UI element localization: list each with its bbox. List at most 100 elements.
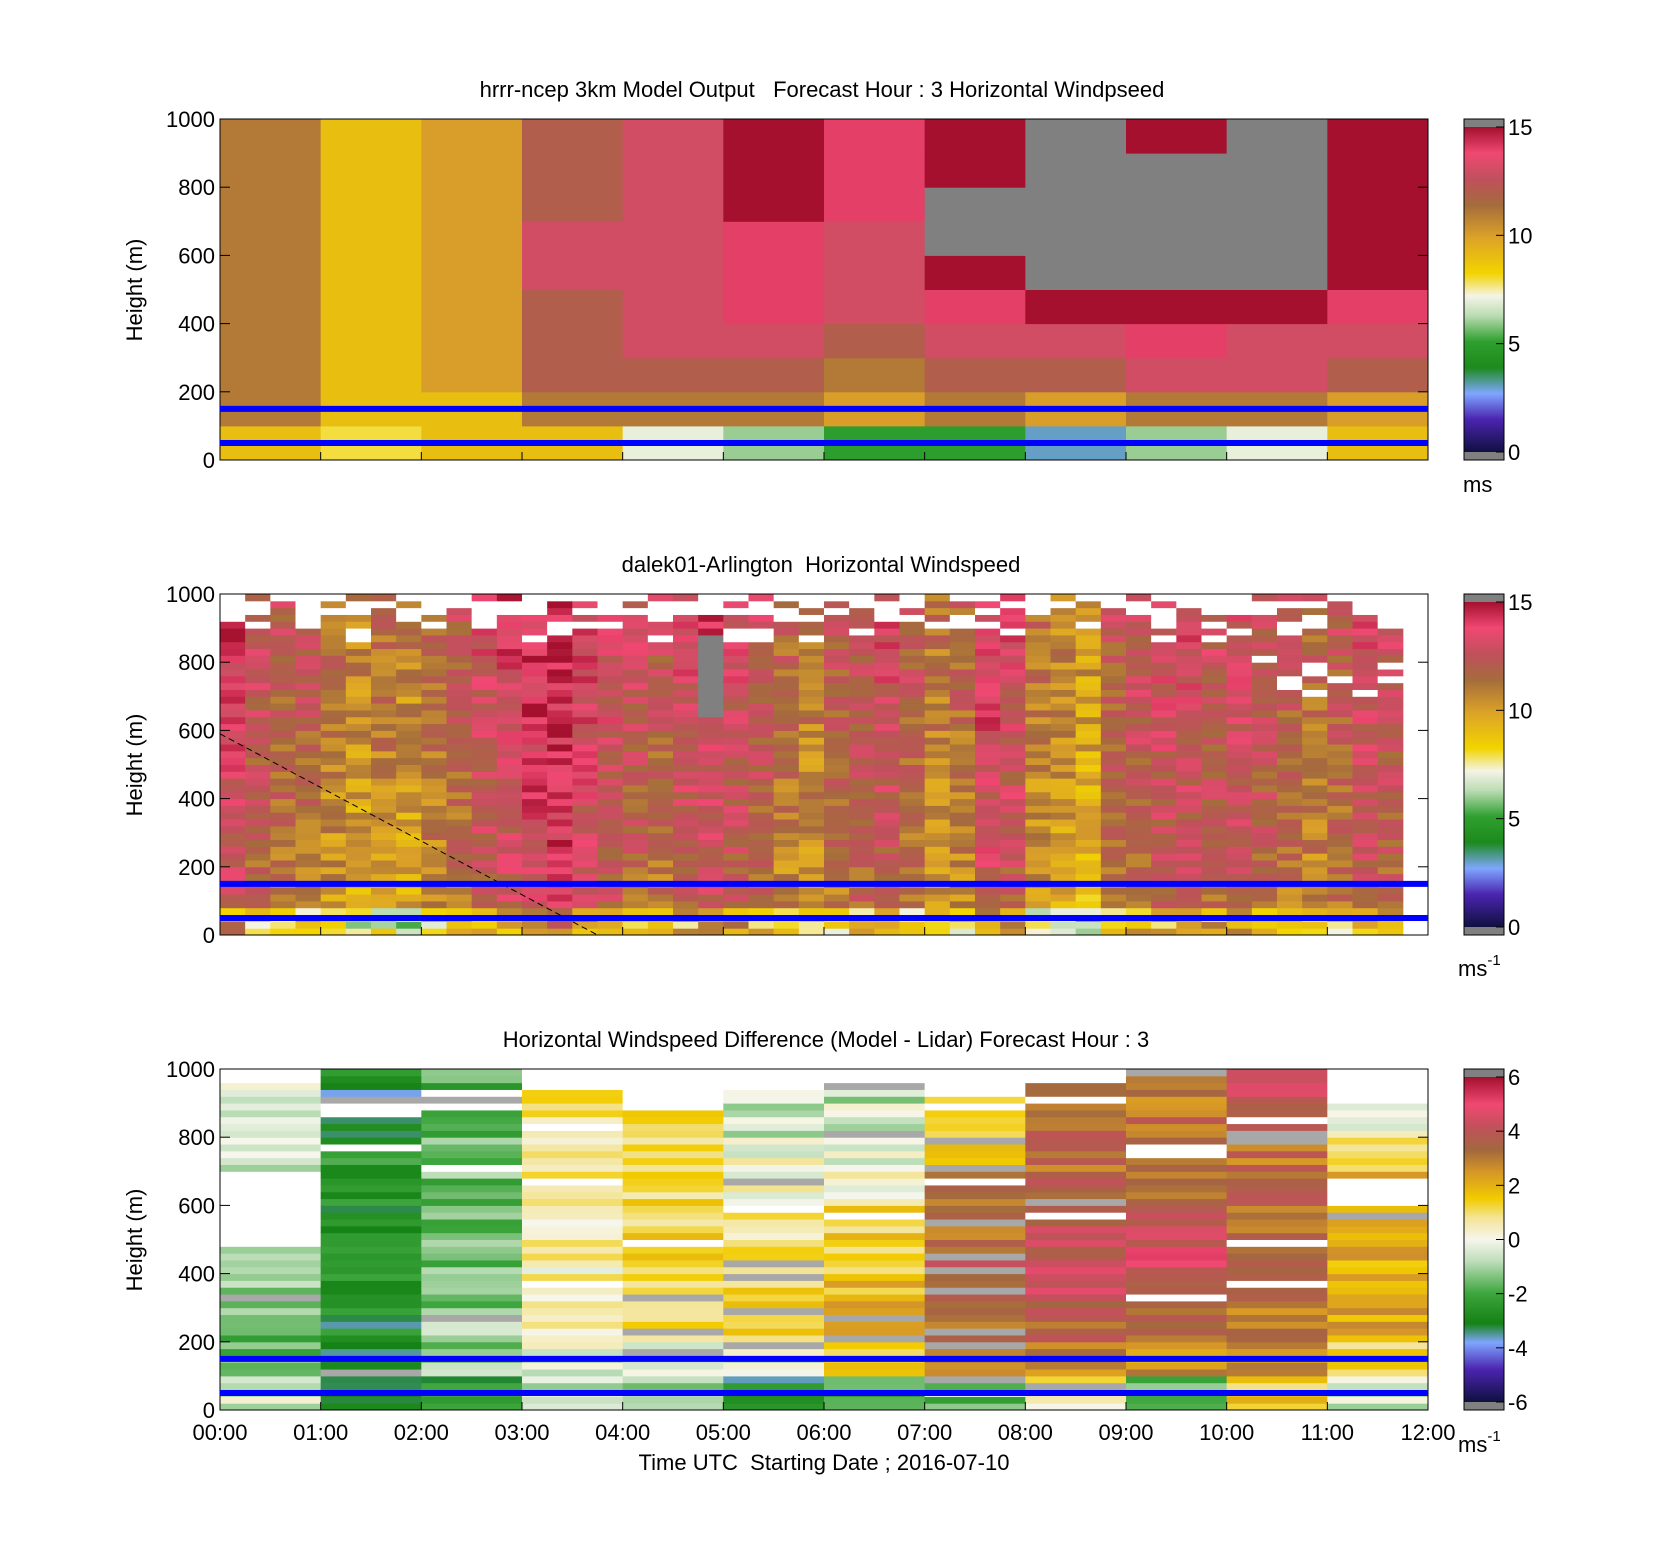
- lidar-gate: [673, 853, 699, 861]
- lidar-gate: [345, 866, 372, 875]
- difference-cell: [1226, 1239, 1328, 1247]
- lidar-gate: [1377, 750, 1404, 759]
- lidar-gate: [1201, 887, 1228, 895]
- y-tick-label: 0: [203, 448, 215, 473]
- lidar-gate: [1075, 655, 1102, 663]
- lidar-gate: [572, 921, 598, 929]
- lidar-gate: [295, 784, 322, 793]
- lidar-gate: [421, 621, 447, 629]
- difference-cell: [320, 1396, 422, 1404]
- lidar-gate: [975, 621, 1001, 629]
- lidar-gate: [1126, 607, 1152, 615]
- difference-cell: [522, 1116, 624, 1125]
- lidar-gate: [1100, 600, 1127, 609]
- lidar-gate: [320, 928, 347, 936]
- lidar-gate: [1201, 784, 1228, 793]
- lidar-gate: [698, 709, 724, 718]
- lidar-gate: [798, 757, 825, 765]
- difference-cell: [723, 1287, 825, 1295]
- lidar-gate: [949, 600, 976, 609]
- lidar-gate: [748, 662, 775, 670]
- lidar-gate: [622, 853, 649, 861]
- lidar-gate: [1226, 655, 1253, 663]
- lidar-gate: [849, 839, 875, 847]
- difference-cell: [1226, 1328, 1328, 1336]
- lidar-gate: [1075, 675, 1102, 684]
- lidar-gate: [295, 662, 322, 670]
- lidar-gate: [572, 669, 598, 677]
- lidar-gate: [1151, 730, 1177, 738]
- difference-cell: [220, 1362, 322, 1370]
- lidar-gate: [220, 887, 246, 895]
- lidar-gate: [924, 791, 951, 800]
- difference-cell: [522, 1403, 624, 1411]
- lidar-gate: [748, 744, 775, 752]
- lidar-gate: [723, 798, 749, 806]
- lidar-gate: [899, 716, 926, 725]
- lidar-gate: [320, 641, 347, 650]
- difference-cell: [924, 1266, 1026, 1275]
- lidar-gate: [1327, 757, 1353, 765]
- colorbar-tick-label: 15: [1508, 115, 1532, 140]
- difference-cell: [723, 1375, 825, 1384]
- lidar-gate: [270, 703, 296, 711]
- difference-cell: [320, 1294, 422, 1302]
- difference-cell: [220, 1069, 322, 1077]
- lidar-gate: [471, 784, 498, 793]
- lidar-gate: [1100, 859, 1127, 868]
- difference-cell: [421, 1212, 523, 1220]
- lidar-gate: [1000, 873, 1026, 881]
- lidar-gate: [622, 887, 649, 895]
- lidar-gate: [1327, 866, 1353, 875]
- lidar-gate: [1100, 866, 1127, 875]
- difference-cell: [1025, 1246, 1127, 1254]
- difference-cell: [824, 1109, 926, 1118]
- difference-cell: [320, 1375, 422, 1384]
- difference-cell: [1327, 1171, 1429, 1179]
- lidar-gate: [245, 655, 271, 663]
- model-cell: [924, 357, 1026, 393]
- lidar-gate: [1000, 696, 1026, 704]
- difference-cell: [924, 1089, 1026, 1097]
- lidar-gate: [522, 682, 548, 690]
- lidar-gate: [949, 641, 976, 650]
- lidar-gate: [773, 709, 800, 718]
- lidar-gate: [396, 846, 422, 854]
- difference-cell: [1327, 1300, 1429, 1309]
- lidar-gate: [547, 778, 573, 786]
- lidar-gate: [245, 805, 271, 813]
- model-cell: [924, 323, 1026, 359]
- lidar-gate: [949, 689, 976, 697]
- lidar-gate: [824, 594, 850, 602]
- lidar-gate: [220, 703, 246, 711]
- difference-cell: [924, 1239, 1026, 1247]
- lidar-gate: [496, 716, 523, 725]
- panel-model-x-ticks: [219, 452, 1429, 460]
- difference-cell: [220, 1341, 322, 1350]
- lidar-gate: [572, 689, 598, 697]
- lidar-gate: [1176, 634, 1202, 643]
- lidar-gate: [1251, 894, 1278, 902]
- difference-cell: [1226, 1212, 1328, 1220]
- y-tick-label: 400: [178, 312, 215, 337]
- lidar-gate: [723, 812, 749, 820]
- lidar-gate: [924, 628, 951, 636]
- lidar-gate: [698, 730, 724, 738]
- lidar-gate: [496, 703, 523, 711]
- lidar-gate: [295, 669, 322, 677]
- lidar-gate: [371, 832, 397, 841]
- lidar-gate: [1251, 832, 1278, 841]
- lidar-gate: [1025, 921, 1051, 929]
- lidar-gate: [295, 764, 322, 772]
- lidar-gate: [1075, 689, 1102, 697]
- lidar-gate: [1352, 634, 1379, 643]
- lidar-gate: [1100, 764, 1127, 772]
- lidar-gate: [949, 744, 976, 752]
- lidar-gate: [421, 771, 447, 779]
- lidar-gate: [396, 839, 422, 847]
- difference-cell: [421, 1348, 523, 1356]
- lidar-gate: [220, 744, 246, 752]
- lidar-gate: [597, 723, 624, 731]
- lidar-gate: [849, 682, 875, 690]
